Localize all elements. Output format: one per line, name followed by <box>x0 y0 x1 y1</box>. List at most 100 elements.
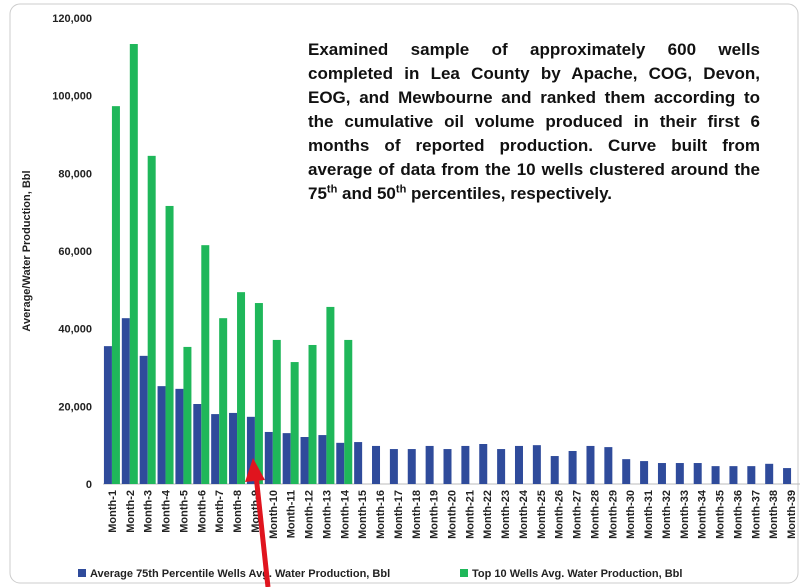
bar <box>121 318 130 484</box>
bar <box>229 412 238 484</box>
y-tick-label: 120,000 <box>52 13 92 25</box>
bar <box>290 362 299 484</box>
x-tick-label: Month-9 <box>250 490 262 533</box>
bar <box>711 466 720 484</box>
bar <box>354 442 363 484</box>
bar <box>193 404 202 484</box>
x-tick-label: Month-26 <box>554 490 566 539</box>
x-tick-label: Month-7 <box>214 490 226 533</box>
bar <box>657 463 666 484</box>
annotation: Examined sample of approximately 600 wel… <box>308 38 760 206</box>
y-axis-label: Average/Water Production, Bbl <box>21 170 33 331</box>
bar <box>783 468 792 484</box>
x-tick-label: Month-38 <box>768 490 780 539</box>
x-tick-label: Month-4 <box>161 489 173 533</box>
frame <box>9 3 799 584</box>
x-tick-label: Month-22 <box>482 490 494 539</box>
x-tick-label: Month-29 <box>607 490 619 539</box>
y-tick-label: 20,000 <box>58 401 92 413</box>
bar <box>336 442 345 484</box>
x-tick-label: Month-13 <box>321 490 333 539</box>
x-tick-label: Month-1 <box>107 490 119 533</box>
bar <box>282 433 291 484</box>
bar <box>272 339 281 484</box>
bar <box>219 318 228 484</box>
bar <box>640 461 649 484</box>
bar <box>183 346 192 484</box>
annotation-sup: th <box>395 183 407 196</box>
x-tick-label: Month-24 <box>518 489 530 539</box>
bar <box>237 292 246 484</box>
bar <box>550 456 559 484</box>
x-tick-label: Month-39 <box>786 490 798 539</box>
bar <box>157 386 166 484</box>
bar <box>175 388 184 484</box>
x-tick-label: Month-18 <box>411 490 423 539</box>
bar <box>389 449 398 484</box>
x-tick-label: Month-14 <box>339 489 351 539</box>
x-tick-label: Month-6 <box>196 490 208 533</box>
bar <box>765 463 774 484</box>
y-tick-label: 40,000 <box>58 324 92 336</box>
x-tick-label: Month-15 <box>357 490 369 539</box>
y-tick-label: 80,000 <box>58 168 92 180</box>
bar <box>497 449 506 484</box>
y-tick-label: 100,000 <box>52 91 92 103</box>
annotation-text: percentiles, respectively. <box>406 184 612 203</box>
bar <box>479 444 488 484</box>
x-tick-label: Month-25 <box>536 490 548 539</box>
bar <box>300 437 309 484</box>
x-tick-label: Month-11 <box>286 490 298 538</box>
bar <box>165 205 174 484</box>
x-tick-label: Month-27 <box>572 490 584 539</box>
bar <box>729 466 738 484</box>
legend-label: Average 75th Percentile Wells Avg. Water… <box>90 568 390 580</box>
bar <box>201 245 210 484</box>
x-tick-label: Month-5 <box>178 490 190 533</box>
bar <box>568 450 577 484</box>
bar <box>693 463 702 484</box>
bar <box>326 306 335 484</box>
bar <box>747 466 756 484</box>
bar <box>111 106 120 484</box>
bar <box>264 431 273 484</box>
bar <box>407 449 416 484</box>
bar <box>675 463 684 484</box>
bar <box>254 303 263 484</box>
bar <box>425 445 434 484</box>
annotation-sup: th <box>326 183 338 196</box>
bar <box>246 416 255 484</box>
y-tick-label: 0 <box>86 479 92 491</box>
bar <box>443 449 452 484</box>
y-tick-label: 60,000 <box>58 246 92 258</box>
x-tick-label: Month-35 <box>715 490 727 539</box>
x-tick-label: Month-17 <box>393 490 405 539</box>
x-tick-label: Month-33 <box>679 490 691 539</box>
x-tick-label: Month-31 <box>643 490 655 539</box>
bar <box>586 445 595 484</box>
bar <box>308 344 317 484</box>
annotation-text: Examined sample of approximately 600 wel… <box>308 40 760 203</box>
x-tick-label: Month-21 <box>464 490 476 539</box>
x-tick-label: Month-23 <box>500 490 512 539</box>
bar <box>514 445 523 484</box>
x-tick-label: Month-2 <box>125 490 137 533</box>
legend-swatch <box>78 569 86 577</box>
x-tick-label: Month-28 <box>589 490 601 539</box>
legend-swatch <box>460 569 468 577</box>
x-tick-label: Month-16 <box>375 490 387 539</box>
bar <box>147 155 156 484</box>
x-tick-label: Month-37 <box>750 490 762 539</box>
bar <box>532 445 541 484</box>
annotation-text: and 50 <box>337 184 396 203</box>
bar <box>461 445 470 484</box>
x-tick-label: Month-30 <box>625 490 637 539</box>
bar <box>372 445 381 484</box>
legend-label: Top 10 Wells Avg. Water Production, Bbl <box>472 568 682 580</box>
bar <box>139 355 148 484</box>
x-tick-label: Month-36 <box>732 490 744 539</box>
x-tick-label: Month-12 <box>304 490 316 539</box>
bar <box>129 44 138 484</box>
